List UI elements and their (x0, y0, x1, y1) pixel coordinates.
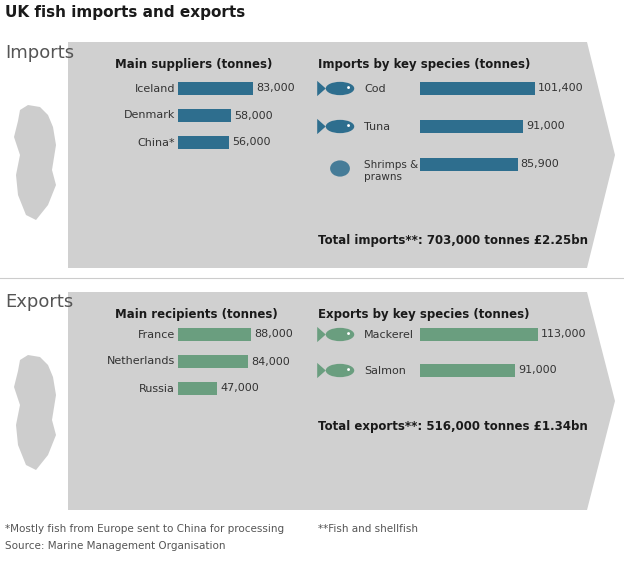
Text: France: France (138, 329, 175, 340)
Text: Cod: Cod (364, 83, 386, 94)
Polygon shape (68, 292, 615, 510)
Text: UK fish imports and exports: UK fish imports and exports (5, 5, 245, 20)
Polygon shape (317, 119, 326, 134)
Text: Salmon: Salmon (364, 365, 406, 375)
Text: 84,000: 84,000 (251, 357, 290, 366)
Circle shape (347, 368, 350, 371)
Text: Mackerel: Mackerel (364, 329, 414, 340)
Bar (420, 364, 515, 377)
Ellipse shape (326, 328, 354, 341)
Text: Main suppliers (tonnes): Main suppliers (tonnes) (115, 58, 272, 71)
Bar (178, 328, 251, 341)
Text: Exports: Exports (5, 293, 73, 311)
Text: Total imports**: 703,000 tonnes £2.25bn: Total imports**: 703,000 tonnes £2.25bn (318, 234, 588, 247)
Ellipse shape (326, 364, 354, 377)
Text: Netherlands: Netherlands (107, 357, 175, 366)
Bar (178, 136, 229, 149)
Text: Main recipients (tonnes): Main recipients (tonnes) (115, 308, 278, 321)
Text: 47,000: 47,000 (220, 383, 259, 394)
Text: Imports by key species (tonnes): Imports by key species (tonnes) (318, 58, 530, 71)
Polygon shape (14, 105, 56, 220)
Polygon shape (317, 327, 326, 342)
Text: 91,000: 91,000 (527, 122, 565, 132)
Bar (420, 120, 524, 133)
Text: Source: Marine Management Organisation: Source: Marine Management Organisation (5, 541, 225, 551)
Text: 91,000: 91,000 (518, 365, 557, 375)
Bar (178, 109, 231, 122)
Text: Total exports**: 516,000 tonnes £1.34bn: Total exports**: 516,000 tonnes £1.34bn (318, 420, 588, 433)
Text: Exports by key species (tonnes): Exports by key species (tonnes) (318, 308, 530, 321)
Polygon shape (14, 355, 56, 470)
Text: Iceland: Iceland (135, 83, 175, 94)
Polygon shape (68, 42, 615, 268)
Text: 101,400: 101,400 (539, 83, 584, 94)
Polygon shape (317, 363, 326, 378)
Circle shape (347, 86, 350, 89)
Ellipse shape (326, 82, 354, 95)
Ellipse shape (330, 160, 350, 177)
Text: 56,000: 56,000 (232, 137, 270, 148)
Text: 113,000: 113,000 (541, 329, 586, 340)
Bar (420, 158, 518, 171)
Text: **Fish and shellfish: **Fish and shellfish (318, 524, 418, 534)
Text: *Mostly fish from Europe sent to China for processing: *Mostly fish from Europe sent to China f… (5, 524, 284, 534)
Ellipse shape (326, 120, 354, 133)
Text: 83,000: 83,000 (256, 83, 295, 94)
Text: China*: China* (137, 137, 175, 148)
Text: Imports: Imports (5, 44, 74, 62)
Bar (178, 82, 253, 95)
Text: Tuna: Tuna (364, 122, 390, 132)
Text: 58,000: 58,000 (234, 111, 272, 120)
Bar (420, 328, 538, 341)
Circle shape (347, 332, 350, 335)
Bar (178, 382, 217, 395)
Text: 88,000: 88,000 (255, 329, 293, 340)
Polygon shape (317, 81, 326, 96)
Text: 85,900: 85,900 (520, 160, 559, 169)
Text: Russia: Russia (139, 383, 175, 394)
Bar (420, 82, 535, 95)
Bar (178, 355, 248, 368)
Text: Denmark: Denmark (124, 111, 175, 120)
Text: Shrimps &
prawns: Shrimps & prawns (364, 160, 418, 182)
Circle shape (347, 124, 350, 127)
